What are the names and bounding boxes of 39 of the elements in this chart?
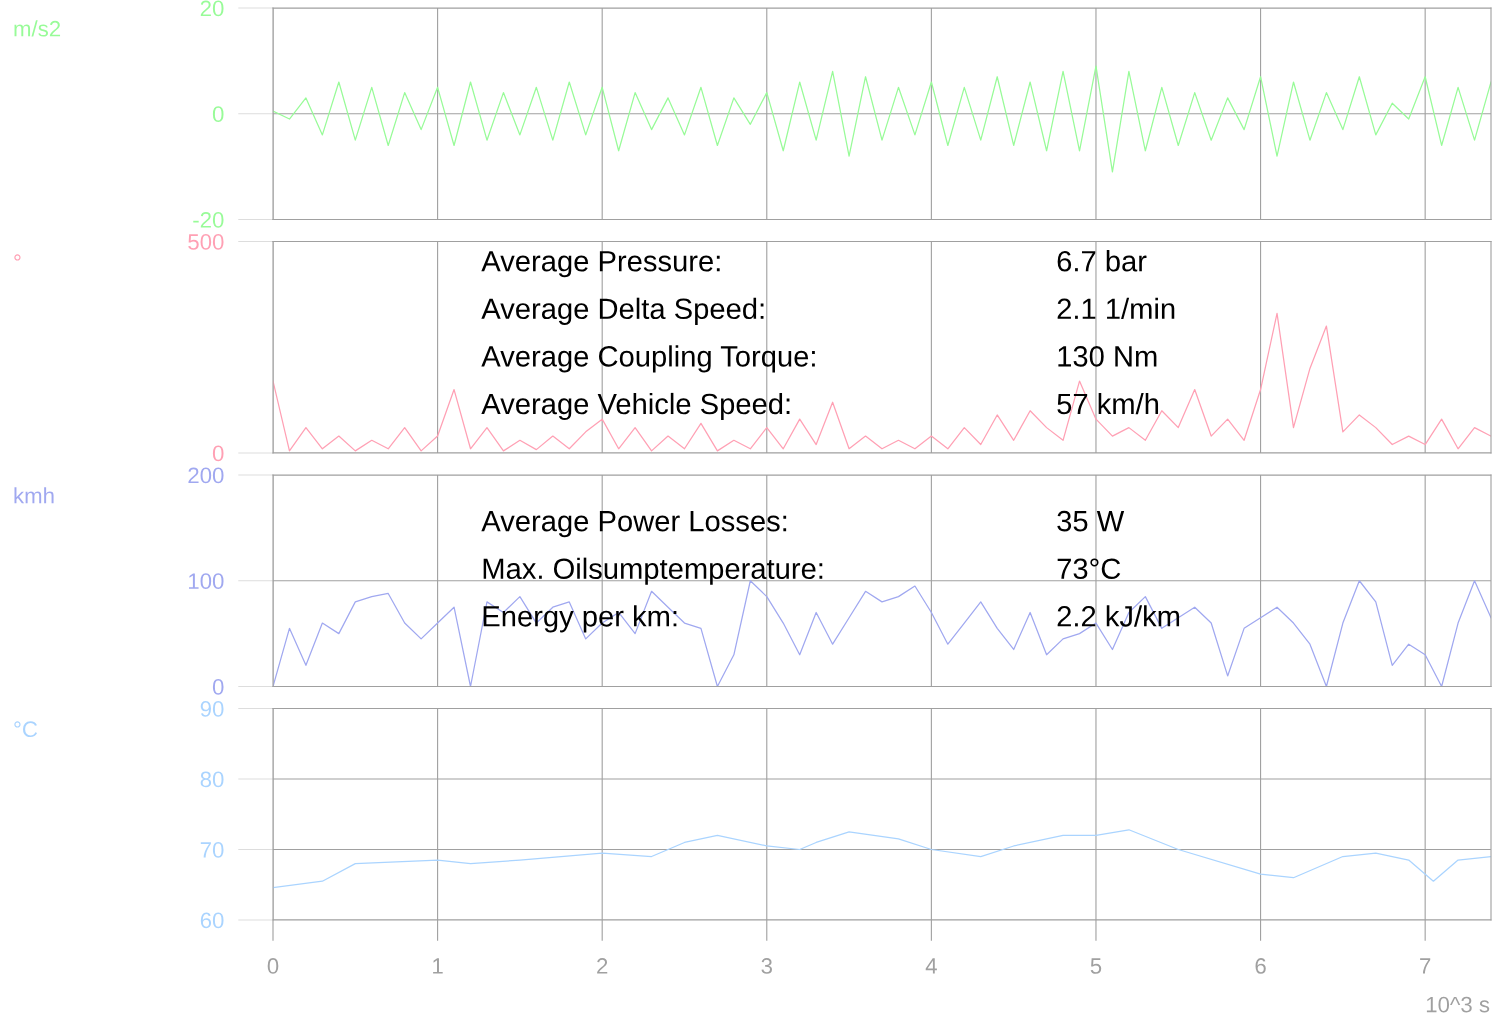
x-tick-label: 3 bbox=[761, 958, 772, 974]
annotation: 130 Nm bbox=[1058, 346, 1157, 367]
x-tick-label: 1 bbox=[433, 958, 443, 974]
x-tick-label: 0 bbox=[267, 958, 279, 974]
annotation: Average Power Losses: bbox=[481, 511, 787, 538]
x-axis-title: 10^3 s bbox=[1426, 996, 1490, 1013]
annotation: 6.7 bar bbox=[1057, 250, 1147, 272]
x-tick-label: 5 bbox=[1090, 958, 1102, 974]
annotation: Max. Oilsumptemperature: bbox=[483, 557, 823, 585]
x-tick-label: 2 bbox=[597, 958, 608, 974]
y-axis-title: °C bbox=[14, 721, 38, 738]
y-tick-label: 20 bbox=[200, 0, 224, 17]
y-tick-label: 0 bbox=[212, 106, 224, 123]
annotation: 2.1 1/min bbox=[1057, 297, 1175, 320]
annotation: 2.2 kJ/km bbox=[1057, 605, 1180, 627]
y-tick-label: 90 bbox=[200, 701, 224, 717]
x-tick-label: 4 bbox=[925, 958, 937, 974]
annotation: 57 km/h bbox=[1057, 392, 1159, 415]
annotation: Energy per km: bbox=[483, 605, 677, 633]
annotation: Average Pressure: bbox=[481, 251, 720, 278]
y-axis-title: ° bbox=[14, 254, 21, 261]
annotation: Average Delta Speed: bbox=[481, 297, 764, 325]
annotation: Average Coupling Torque: bbox=[481, 345, 815, 373]
y-tick-label: 0 bbox=[212, 679, 224, 695]
y-tick-label: 100 bbox=[189, 573, 224, 590]
y-tick-label: 200 bbox=[188, 467, 224, 484]
x-tick-label: 6 bbox=[1255, 958, 1266, 974]
y-tick-label: -20 bbox=[193, 212, 224, 228]
y-tick-label: 60 bbox=[200, 912, 224, 929]
x-tick-label: 7 bbox=[1420, 958, 1431, 974]
y-tick-label: 80 bbox=[200, 771, 224, 788]
y-axis-title: kmh bbox=[14, 487, 54, 504]
annotation: 73°C bbox=[1057, 558, 1121, 580]
y-tick-label: 0 bbox=[212, 445, 224, 462]
annotation: 35 W bbox=[1057, 510, 1125, 532]
y-axis-title: m/s2 bbox=[14, 20, 61, 37]
y-tick-label: 70 bbox=[200, 842, 224, 858]
y-tick-label: 500 bbox=[188, 234, 224, 250]
annotation: Average Vehicle Speed: bbox=[481, 392, 790, 421]
